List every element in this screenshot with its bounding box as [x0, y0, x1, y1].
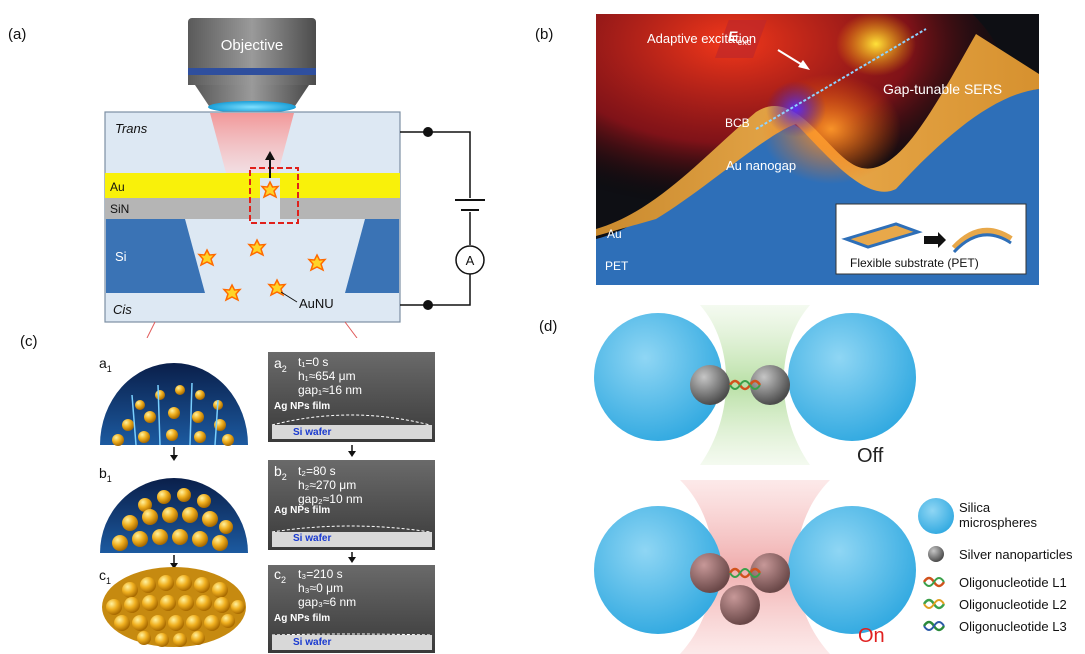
e-exc-label: Eexc: [728, 29, 751, 50]
label-a2-main: a: [274, 355, 282, 371]
label-c1: c1: [99, 567, 111, 586]
sem-a2-info: t₁=0 s h₁≈654 μm gap₁≈16 nm: [298, 355, 362, 397]
aunu-label: AuNU: [299, 296, 334, 311]
gap-sers-label: Gap-tunable SERS: [883, 81, 1003, 97]
silica-sphere-on-right: [788, 506, 916, 634]
si-layer-left: [106, 219, 205, 293]
time-a2: t₁=0 s: [298, 355, 329, 369]
label-b2: b2: [274, 464, 287, 485]
wafer-label-a2: Si wafer: [293, 427, 332, 438]
label-b2-main: b: [274, 463, 282, 479]
sin-layer: [105, 198, 400, 219]
silica-sphere-off-left: [594, 313, 722, 441]
objective-lens: [188, 18, 316, 113]
flexible-label: Flexible substrate (PET): [850, 256, 979, 270]
au-side-label: Au: [607, 227, 622, 241]
height-a2: h₁≈654 μm: [298, 369, 356, 383]
legend-silica: Silica microspheres: [959, 500, 1038, 530]
label-a2-sub: 2: [281, 363, 287, 374]
time-c2: t₃=210 s: [298, 567, 343, 581]
legend-silver: Silver nanoparticles: [959, 547, 1073, 562]
label-c1-main: c: [99, 567, 106, 583]
sem-c2-info: t₃=210 s h₃≈0 μm gap₃≈6 nm: [298, 567, 356, 609]
time-b2: t₂=80 s: [298, 464, 336, 478]
bcb-label: BCB: [725, 116, 750, 130]
label-b2-sub: 2: [281, 471, 287, 482]
legend-l2: Oligonucleotide L2: [959, 597, 1067, 612]
adaptive-excitation-label: Adaptive excitation: [647, 31, 757, 46]
si-label: Si: [115, 249, 127, 264]
cis-label: Cis: [113, 302, 132, 317]
silver-legend-icon: [928, 546, 944, 562]
panel-label-b: (b): [535, 26, 554, 43]
film-label-b2: Ag NPs film: [274, 505, 331, 516]
assembly-sequence: [100, 352, 435, 653]
on-state-label: On: [858, 625, 885, 647]
gap-c2: gap₃≈6 nm: [298, 595, 357, 609]
microsphere-assembly: [594, 305, 916, 654]
label-c2-main: c: [274, 566, 281, 582]
gap-b2: gap₂≈10 nm: [298, 492, 363, 506]
objective-label: Objective: [221, 37, 284, 54]
l2-legend-icon: [922, 598, 946, 610]
sin-label: SiN: [110, 202, 129, 216]
height-c2: h₃≈0 μm: [298, 581, 344, 595]
height-b2: h₂≈270 μm: [298, 478, 357, 492]
wafer-label-b2: Si wafer: [293, 533, 332, 544]
label-b1-main: b: [99, 465, 107, 481]
au-layer: [105, 173, 400, 198]
l1-legend-icon: [922, 576, 946, 588]
l3-legend-icon: [922, 620, 946, 632]
label-a1-main: a: [99, 355, 107, 371]
au-label: Au: [110, 180, 125, 194]
label-b1-sub: 1: [106, 473, 112, 484]
si-layer-right: [345, 219, 399, 293]
silica-sphere-off-right: [788, 313, 916, 441]
label-c2: c2: [274, 567, 286, 588]
au-nanogap-label: Au nanogap: [726, 158, 797, 173]
sers-substrate-illustration: [596, 14, 1039, 285]
nanopore-diagram: Objective Trans Au SiN Si Cis AuNU A: [104, 18, 485, 338]
sem-b2-info: t₂=80 s h₂≈270 μm gap₂≈10 nm: [298, 464, 363, 506]
e-symbol: E: [728, 28, 738, 44]
film-label-a2: Ag NPs film: [274, 401, 331, 412]
panel-label-d: (d): [539, 318, 558, 335]
film-label-c2: Ag NPs film: [274, 613, 331, 624]
droplet-dome-a1: [100, 363, 248, 445]
off-state-label: Off: [857, 445, 884, 467]
zoom-box: [249, 167, 299, 224]
wafer-label-c2: Si wafer: [293, 637, 332, 648]
label-a1: a1: [99, 355, 112, 374]
legend-icons: [918, 498, 954, 632]
panel-label-a: (a): [8, 26, 27, 43]
gap-a2: gap₁≈16 nm: [298, 383, 363, 397]
silica-legend-icon: [918, 498, 954, 534]
silica-sphere-on-left: [594, 506, 722, 634]
label-b1: b1: [99, 465, 112, 484]
panel-label-c: (c): [20, 333, 38, 350]
legend-l1: Oligonucleotide L1: [959, 575, 1067, 590]
label-a2: a2: [274, 356, 287, 377]
label-a1-sub: 1: [106, 363, 112, 374]
trans-label: Trans: [115, 121, 148, 136]
label-c2-sub: 2: [281, 574, 287, 585]
label-c1-sub: 1: [106, 575, 112, 586]
legend-l3: Oligonucleotide L3: [959, 619, 1067, 634]
ammeter-label: A: [466, 253, 475, 268]
pet-label: PET: [605, 259, 629, 273]
e-subscript: exc: [737, 36, 752, 47]
